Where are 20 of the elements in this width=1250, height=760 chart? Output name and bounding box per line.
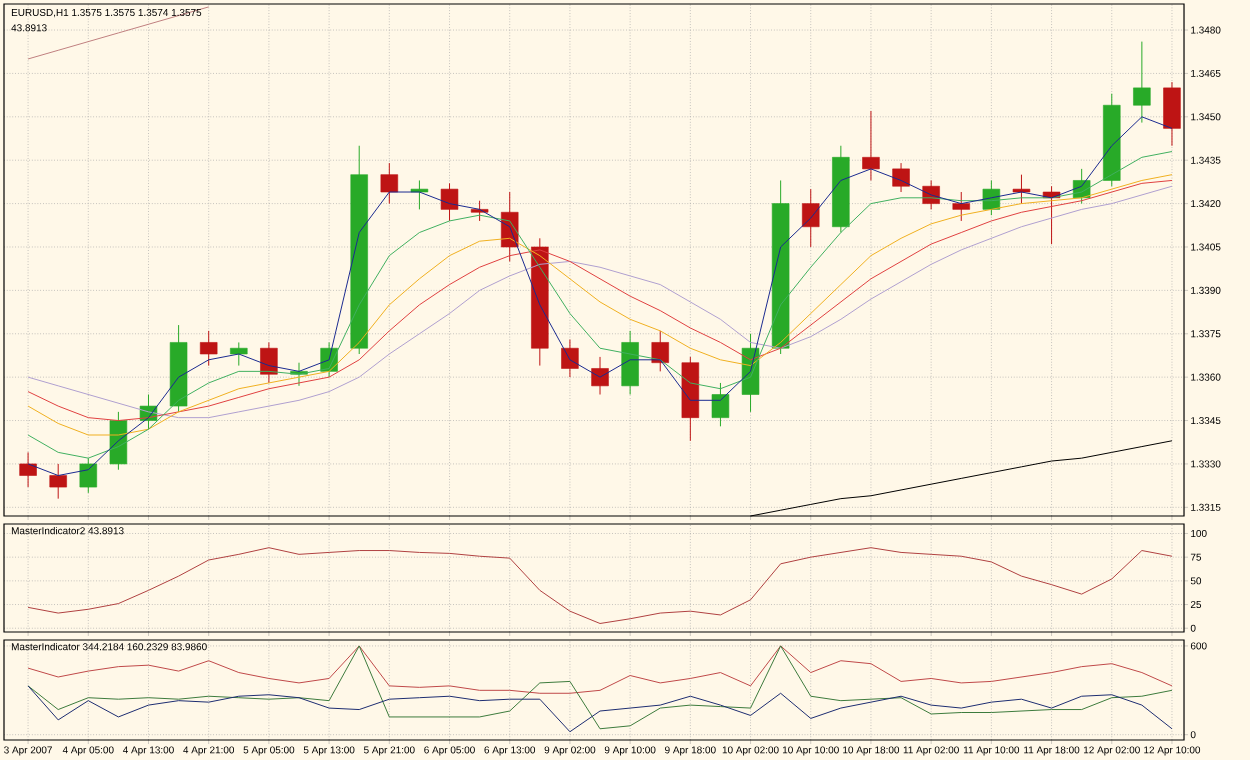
candlestick bbox=[230, 341, 248, 367]
candlestick bbox=[591, 356, 609, 396]
candlestick bbox=[380, 162, 399, 205]
candlestick bbox=[1133, 41, 1151, 124]
candlestick bbox=[1163, 81, 1181, 147]
candlestick bbox=[199, 330, 218, 367]
candlestick bbox=[892, 162, 910, 193]
candlestick bbox=[862, 110, 880, 181]
candlestick bbox=[711, 382, 730, 427]
candlestick bbox=[1012, 174, 1031, 205]
candlestick bbox=[79, 457, 98, 494]
candlestick bbox=[19, 451, 37, 488]
candlestick bbox=[440, 182, 459, 222]
candlestick bbox=[561, 339, 579, 378]
candlestick bbox=[49, 463, 67, 500]
candlestick bbox=[651, 330, 669, 372]
candlestick bbox=[952, 191, 970, 222]
candlestick bbox=[802, 188, 820, 248]
candlestick bbox=[621, 330, 639, 396]
line-series bbox=[27, 685, 1173, 733]
